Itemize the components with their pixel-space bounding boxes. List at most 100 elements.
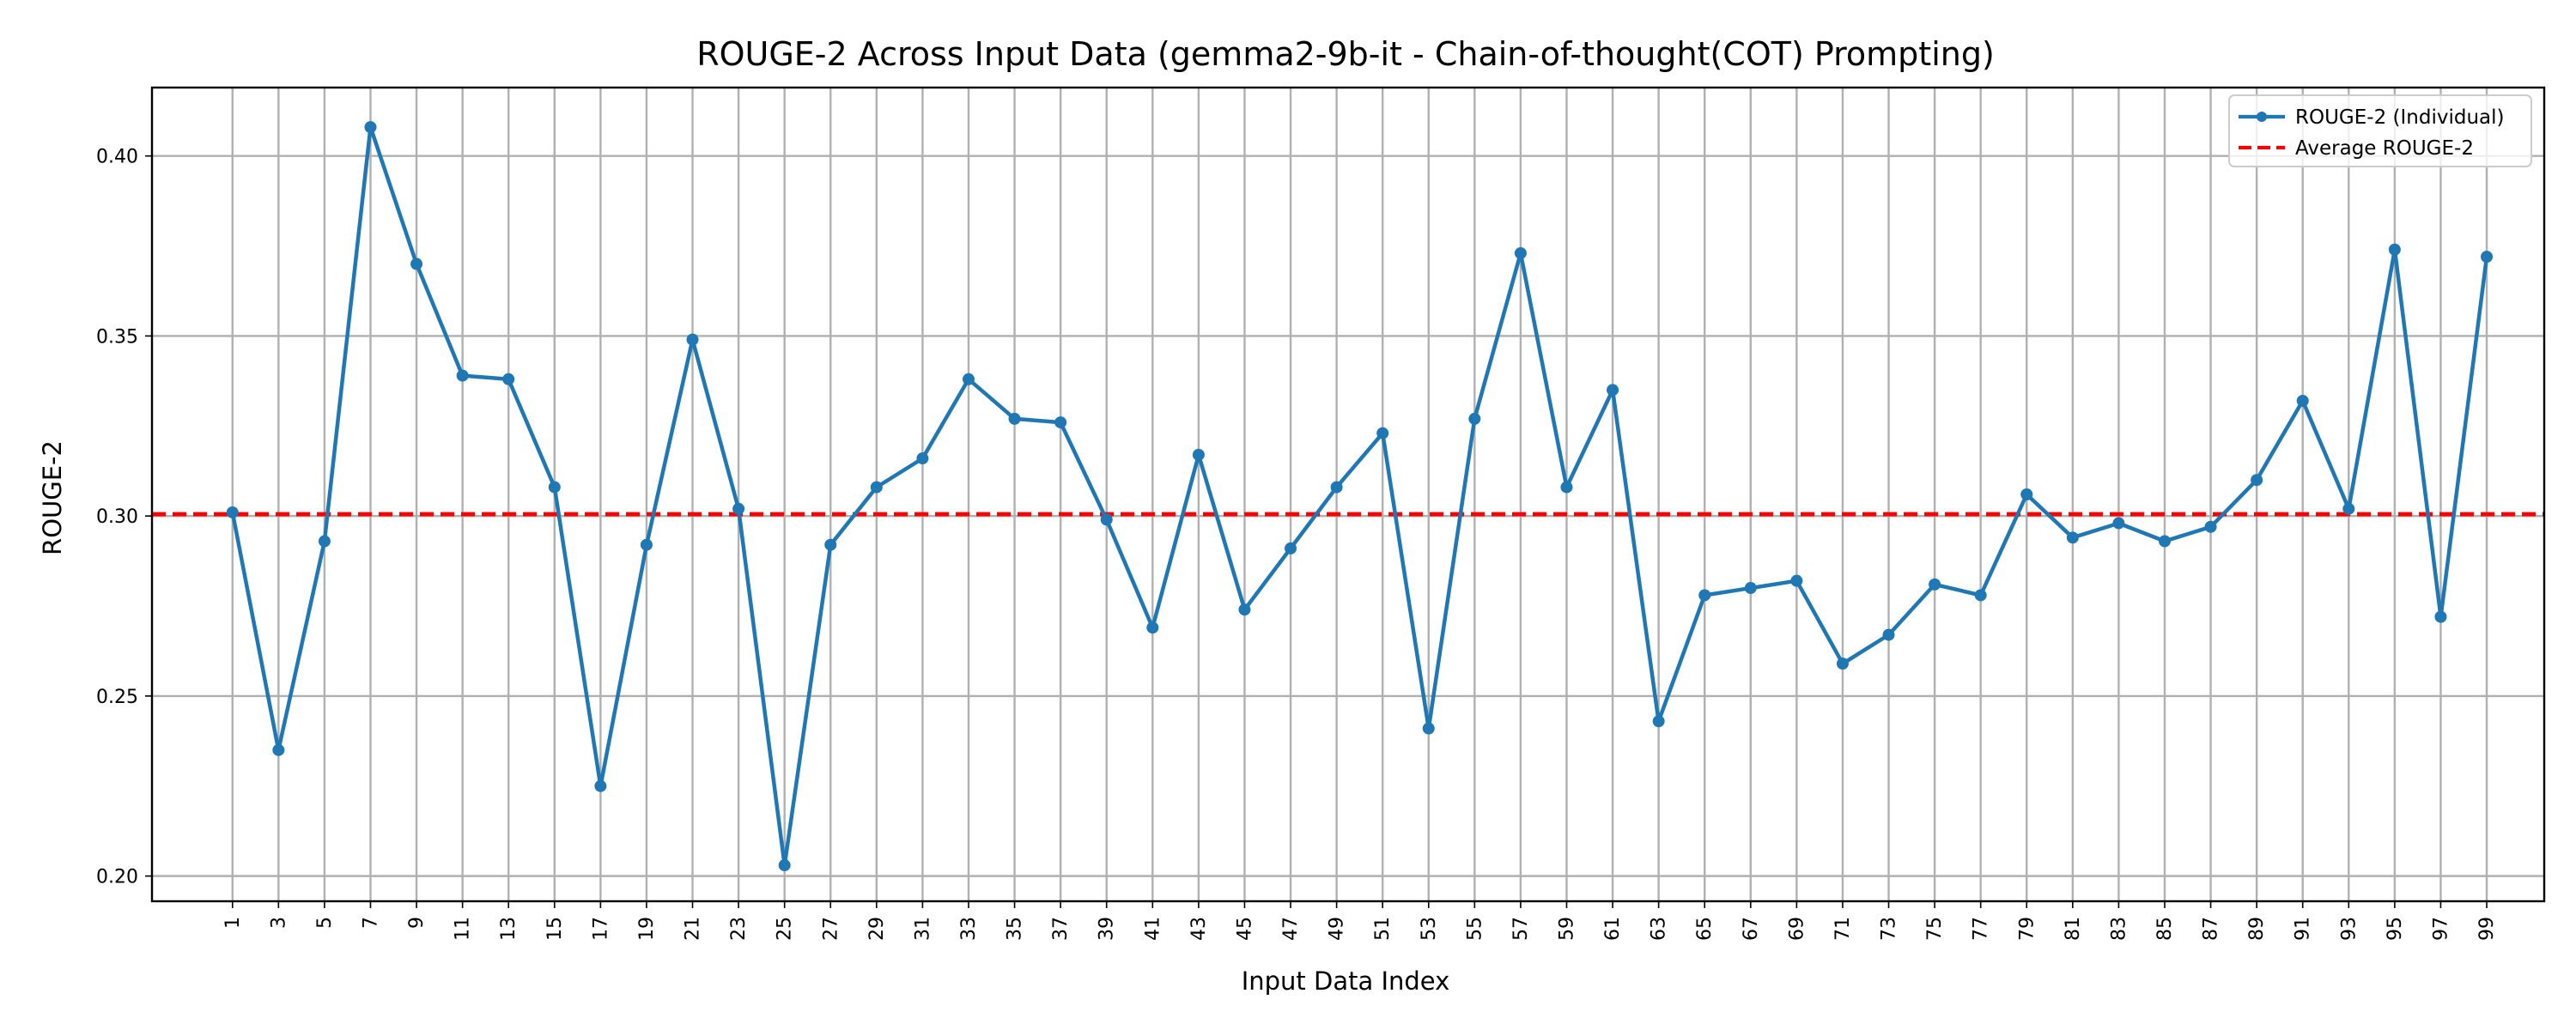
rouge2-data-point [1054,416,1067,429]
x-tick-label: 75 [1924,917,1946,941]
rouge2-data-point [2434,610,2447,623]
rouge2-data-point [1744,582,1757,595]
x-tick-label: 47 [1280,917,1302,941]
x-tick-label: 3 [268,917,289,929]
rouge2-data-point [870,481,883,494]
x-tick-label: 85 [2154,917,2176,941]
rouge2-data-point [2251,474,2263,487]
series-group [226,121,2494,872]
x-tick-label: 65 [1694,917,1716,941]
rouge2-data-point [1422,722,1435,735]
rouge2-data-point [318,535,331,548]
y-tick-label: 0.35 [96,326,138,348]
rouge2-data-point [1652,715,1665,728]
rouge2-data-point [1929,578,1941,591]
legend-marker-individual [2257,112,2267,122]
x-tick-label: 15 [544,917,566,941]
rouge2-data-point [686,333,699,346]
rouge2-series-line [230,124,2489,868]
rouge2-data-point [2066,531,2079,544]
plot-frame [150,86,2546,903]
rouge2-data-point [1560,481,1573,494]
rouge2-data-point [226,506,239,518]
x-tick-label: 11 [453,917,474,941]
x-tick-label: 13 [498,917,519,941]
rouge2-data-point [2204,520,2217,533]
x-tick-label: 77 [1971,917,1992,941]
rouge2-data-point [2296,394,2309,407]
x-tick-label: 39 [1097,917,1118,941]
x-tick-label: 93 [2338,917,2360,941]
rouge2-data-point [1790,574,1803,587]
rouge2-data-point [1514,246,1527,259]
x-tick-label: 87 [2201,917,2222,941]
legend: ROUGE-2 (Individual) Average ROUGE-2 [2228,94,2532,167]
legend-box [2228,94,2532,167]
x-tick-label: 33 [958,917,980,941]
y-tick-label: 0.30 [96,506,138,528]
x-tick-label: 43 [1188,917,1210,941]
x-tick-label: 59 [1556,917,1577,941]
rouge2-data-point [548,481,561,494]
x-tick-label: 79 [2016,917,2038,941]
x-tick-label: 49 [1327,917,1348,941]
rouge2-data-point [732,502,745,515]
y-axis-ticks: 0.20 0.25 0.30 0.35 0.40 [96,147,152,888]
rouge2-data-point [1146,621,1159,634]
x-tick-label: 9 [406,917,428,929]
x-tick-label: 97 [2430,917,2451,941]
rouge2-data-point [272,743,285,756]
rouge2-data-point [410,258,423,270]
x-tick-label: 99 [2476,917,2498,941]
rouge2-data-point [1192,448,1205,461]
rouge2-data-point [502,373,515,385]
x-tick-label: 63 [1649,917,1670,941]
x-axis-ticks: 1 3 5 7 9 11 13 15 17 19 21 23 25 27 29 31 33 35 37 39 41 43 4… [222,901,2498,941]
x-tick-label: 25 [775,917,796,941]
x-tick-label: 37 [1050,917,1072,941]
rouge2-data-point [1974,589,1987,602]
y-tick-label: 0.20 [96,867,138,888]
rouge2-data-point [2481,251,2494,264]
x-tick-label: 83 [2108,917,2129,941]
x-tick-label: 57 [1510,917,1532,941]
x-tick-label: 17 [590,917,611,941]
rouge2-data-point [1008,412,1021,425]
rouge2-data-point [962,373,975,385]
x-tick-label: 89 [2246,917,2268,941]
x-tick-label: 71 [1832,917,1854,941]
chart-title: ROUGE-2 Across Input Data (gemma2-9b-it … [696,35,1995,73]
rouge2-data-point [1285,542,1297,554]
x-tick-label: 29 [866,917,888,941]
rouge2-data-point [916,452,929,465]
rouge2-data-point [456,369,469,382]
x-tick-label: 23 [728,917,750,941]
rouge2-data-point [1468,412,1481,425]
rouge2-data-point [1607,384,1619,397]
rouge2-data-point [2112,517,2125,530]
x-tick-label: 53 [1419,917,1440,941]
x-tick-label: 45 [1234,917,1255,941]
x-tick-label: 19 [636,917,658,941]
x-tick-label: 31 [912,917,933,941]
x-tick-label: 95 [2385,917,2406,941]
x-tick-label: 91 [2293,917,2314,941]
legend-label-average: Average ROUGE-2 [2295,137,2474,160]
x-tick-label: 21 [683,917,704,941]
x-tick-label: 61 [1602,917,1624,941]
rouge2-data-point [1836,657,1849,670]
x-axis-label: Input Data Index [1242,966,1450,996]
rouge2-data-point [1330,481,1343,494]
x-tick-label: 41 [1142,917,1163,941]
x-tick-label: 81 [2063,917,2084,941]
x-tick-label: 35 [1005,917,1026,941]
rouge2-data-point [2342,502,2355,515]
rouge2-data-point [824,538,837,551]
x-tick-label: 1 [222,917,244,929]
legend-label-individual: ROUGE-2 (Individual) [2295,106,2504,129]
rouge2-data-point [2388,243,2401,256]
y-tick-label: 0.25 [96,687,138,708]
rouge2-data-point [594,779,607,792]
x-tick-label: 55 [1464,917,1485,941]
